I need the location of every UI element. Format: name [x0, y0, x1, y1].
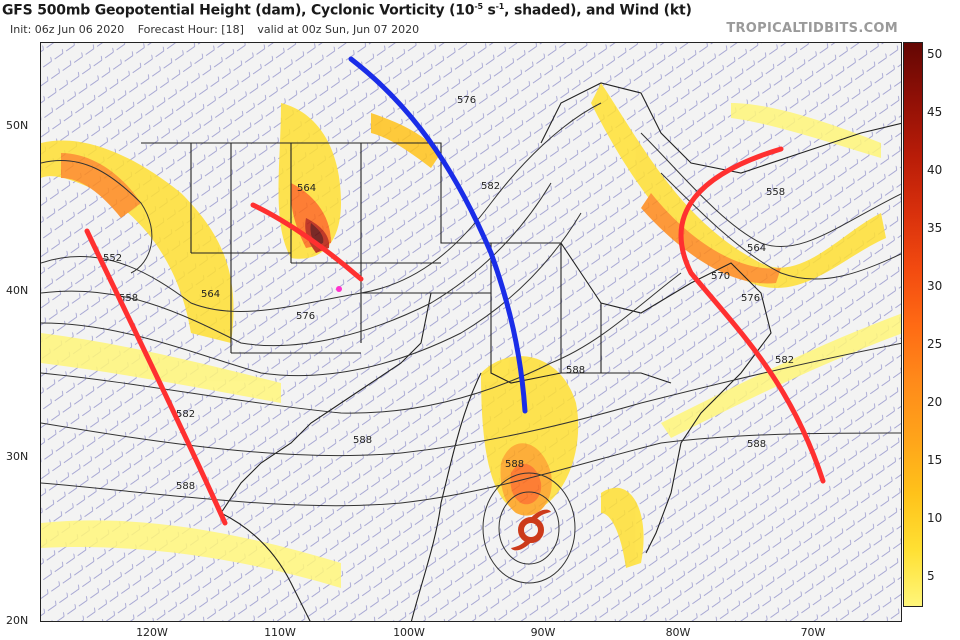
contour-label: 552: [103, 253, 122, 264]
state-borders: [141, 82, 901, 621]
contour-label: 564: [747, 243, 766, 254]
contour-label: 570: [711, 271, 730, 282]
run-info: Init: 06z Jun 06 2020 Forecast Hour: [18…: [10, 23, 419, 36]
lat-label: 40N: [6, 284, 29, 297]
contour-label: 576: [741, 293, 760, 304]
lon-label: 100W: [393, 626, 425, 639]
contour-label: 582: [481, 181, 500, 192]
lon-label: 90W: [530, 626, 556, 639]
height-contours: [41, 102, 901, 584]
contour-label: 582: [775, 355, 794, 366]
contour-label: 588: [747, 439, 766, 450]
colorbar-tick: 15: [927, 453, 943, 467]
lon-label: 110W: [264, 626, 296, 639]
contour-label: 576: [296, 311, 315, 322]
contour-label: 588: [505, 459, 524, 470]
trough-line-rockies: [250, 202, 364, 282]
colorbar-tick: 50: [927, 47, 943, 61]
colorbar-tick: 35: [927, 221, 943, 235]
map-canvas: 552 558 564 564 576 582 588 576 582 588 …: [41, 43, 901, 621]
trough-line-atlantic: [678, 146, 826, 484]
contour-label: 558: [766, 187, 785, 198]
wind-barbs: [41, 43, 901, 621]
trough-lines: [84, 56, 826, 526]
colorbar-tick: 5: [927, 569, 935, 583]
location-marker: [336, 286, 342, 292]
lat-label: 30N: [6, 450, 29, 463]
contour-label: 558: [119, 293, 138, 304]
contour-label: 582: [176, 409, 195, 420]
colorbar-tick: 45: [927, 105, 943, 119]
colorbar-tick: 20: [927, 395, 943, 409]
lon-label: 120W: [136, 626, 168, 639]
lat-label: 20N: [6, 614, 29, 627]
vorticity-colorbar: [903, 42, 923, 607]
colorbar-tick: 25: [927, 337, 943, 351]
lon-label: 70W: [800, 626, 826, 639]
trough-line-central: [348, 56, 528, 414]
contour-label: 588: [566, 365, 585, 376]
trough-line-west: [84, 228, 228, 526]
colorbar-tick: 10: [927, 511, 943, 525]
colorbar-tick: 40: [927, 163, 943, 177]
valid-time: valid at 00z Sun, Jun 07 2020: [257, 23, 420, 36]
lon-label: 80W: [665, 626, 691, 639]
contour-label: 576: [457, 95, 476, 106]
init-time: Init: 06z Jun 06 2020: [10, 23, 125, 36]
tropical-storm-icon: [511, 509, 551, 551]
contour-label: 564: [201, 289, 220, 300]
chart-header: GFS 500mb Geopotential Height (dam), Cyc…: [0, 0, 960, 42]
weather-map: 552 558 564 564 576 582 588 576 582 588 …: [40, 42, 902, 622]
brand-watermark: TROPICALTIDBITS.COM: [726, 21, 898, 36]
chart-title: GFS 500mb Geopotential Height (dam), Cyc…: [2, 2, 692, 19]
contour-labels: 552 558 564 564 576 582 588 576 582 588 …: [103, 95, 794, 492]
colorbar-tick: 30: [927, 279, 943, 293]
contour-label: 588: [176, 481, 195, 492]
contour-label: 588: [353, 435, 372, 446]
forecast-hour: Forecast Hour: [18]: [137, 23, 244, 36]
contour-label: 564: [297, 183, 316, 194]
lat-label: 50N: [6, 119, 29, 132]
